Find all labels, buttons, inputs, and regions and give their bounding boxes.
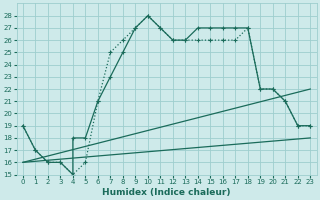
X-axis label: Humidex (Indice chaleur): Humidex (Indice chaleur) [102,188,231,197]
